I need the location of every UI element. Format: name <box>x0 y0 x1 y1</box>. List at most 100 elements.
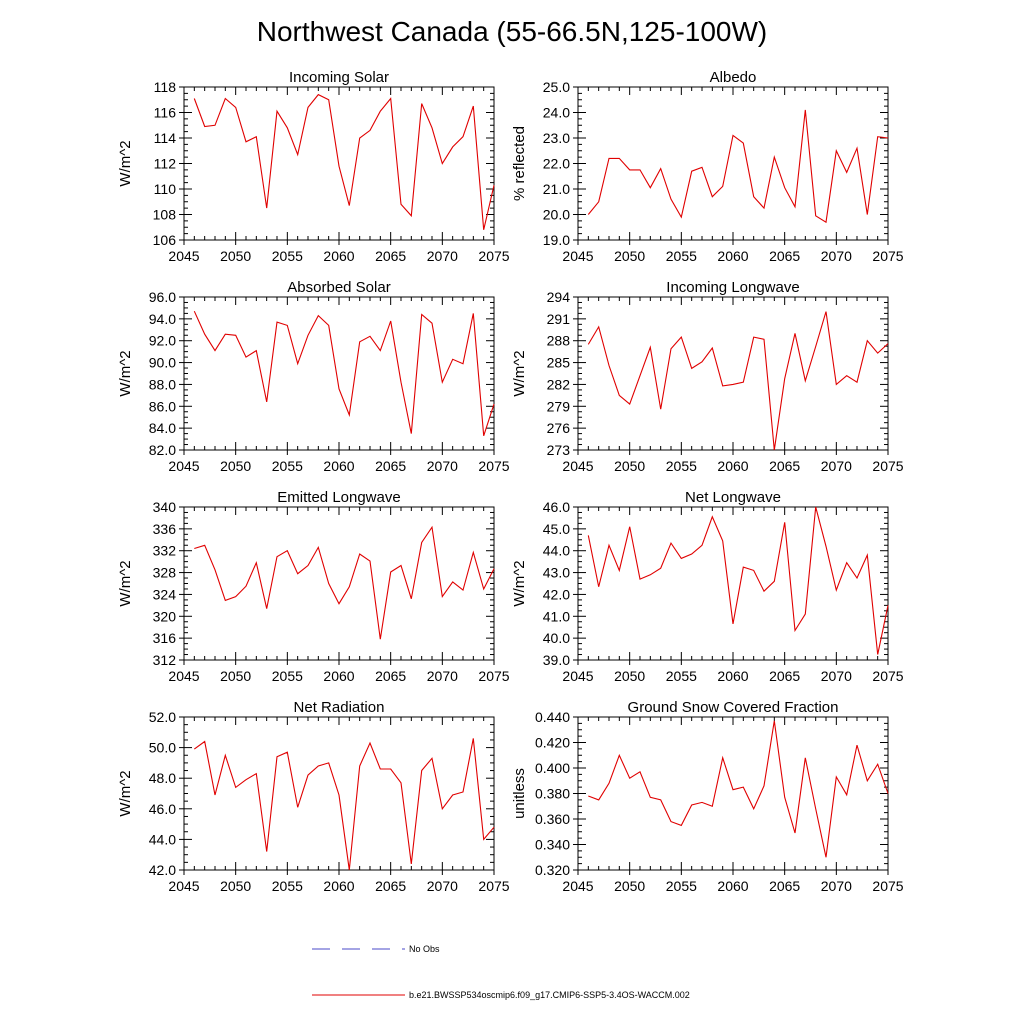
y-tick-label: 316 <box>153 630 177 646</box>
y-tick-label: 340 <box>153 499 177 515</box>
y-tick-label: 21.0 <box>543 181 570 197</box>
y-tick-label: 22.0 <box>543 156 570 172</box>
x-tick-label: 2065 <box>769 458 800 474</box>
y-tick-label: 288 <box>547 333 571 349</box>
y-tick-label: 46.0 <box>149 801 176 817</box>
x-tick-label: 2065 <box>375 458 406 474</box>
x-tick-label: 2060 <box>323 668 354 684</box>
y-tick-label: 0.420 <box>535 735 570 751</box>
x-tick-label: 2065 <box>375 878 406 894</box>
y-tick-label: 46.0 <box>543 499 570 515</box>
x-tick-label: 2075 <box>478 248 509 264</box>
x-tick-label: 2055 <box>666 248 697 264</box>
x-tick-label: 2045 <box>168 668 199 684</box>
y-axis-label: W/m^2 <box>117 140 134 186</box>
panel-title: Emitted Longwave <box>277 489 400 506</box>
y-axis-label: W/m^2 <box>511 350 528 396</box>
panel-1: Albedo % reflected 2045 2050 2055 2060 2065 207… <box>511 69 904 264</box>
legend-model-label: b.e21.BWSSP534oscmip6.f09_g17.CMIP6-SSP5… <box>409 990 690 1000</box>
plot-frame <box>577 296 889 451</box>
x-tick-label: 2075 <box>478 878 509 894</box>
panel-title: Incoming Solar <box>289 69 389 86</box>
y-axis-label: W/m^2 <box>117 350 134 396</box>
x-tick-label: 2045 <box>562 458 593 474</box>
y-tick-label: 108 <box>153 207 177 223</box>
y-tick-label: 320 <box>153 608 177 624</box>
panel-title: Net Longwave <box>685 489 781 506</box>
y-tick-label: 282 <box>547 376 571 392</box>
y-tick-label: 19.0 <box>543 232 570 248</box>
x-tick-label: 2065 <box>769 878 800 894</box>
x-tick-label: 2050 <box>614 458 645 474</box>
y-tick-label: 92.0 <box>149 333 176 349</box>
series-line <box>193 310 495 436</box>
y-tick-label: 291 <box>547 311 571 327</box>
x-tick-label: 2045 <box>562 248 593 264</box>
y-tick-label: 90.0 <box>149 355 176 371</box>
y-tick-label: 23.0 <box>543 130 570 146</box>
y-tick-label: 42.0 <box>149 862 176 878</box>
y-tick-label: 82.0 <box>149 442 176 458</box>
x-tick-label: 2045 <box>562 668 593 684</box>
y-tick-label: 24.0 <box>543 105 570 121</box>
x-tick-label: 2055 <box>272 878 303 894</box>
plot-frame <box>577 716 889 871</box>
y-tick-label: 41.0 <box>543 608 570 624</box>
x-tick-label: 2070 <box>821 458 852 474</box>
panel-title: Ground Snow Covered Fraction <box>628 699 839 716</box>
figure-title: Northwest Canada (55-66.5N,125-100W) <box>257 16 767 47</box>
y-tick-label: 118 <box>154 79 177 95</box>
x-tick-label: 2065 <box>375 668 406 684</box>
y-tick-label: 285 <box>547 355 571 371</box>
y-tick-label: 96.0 <box>149 289 176 305</box>
y-axis-label: W/m^2 <box>117 770 134 816</box>
y-tick-label: 279 <box>547 398 571 414</box>
series-line <box>587 311 889 451</box>
x-tick-label: 2070 <box>821 878 852 894</box>
x-tick-label: 2055 <box>272 458 303 474</box>
y-tick-label: 0.360 <box>535 811 570 827</box>
y-tick-label: 324 <box>153 586 177 602</box>
x-tick-label: 2045 <box>168 458 199 474</box>
x-tick-label: 2065 <box>769 248 800 264</box>
y-tick-label: 44.0 <box>543 543 570 559</box>
panel-0: Incoming Solar W/m^2 2045 2050 2055 2060 2065 2… <box>117 69 510 264</box>
y-tick-label: 43.0 <box>543 565 570 581</box>
y-tick-label: 50.0 <box>149 740 176 756</box>
series-line <box>193 93 495 230</box>
y-axis-label: W/m^2 <box>117 560 134 606</box>
y-tick-label: 25.0 <box>543 79 570 95</box>
y-tick-label: 40.0 <box>543 630 570 646</box>
panel-title: Incoming Longwave <box>666 279 799 296</box>
panel-2: Absorbed Solar W/m^2 2045 2050 2055 2060 2065 2… <box>117 279 510 474</box>
panels: Incoming Solar W/m^2 2045 2050 2055 2060 2065 2… <box>117 69 904 894</box>
x-tick-label: 2075 <box>872 248 903 264</box>
panel-title: Absorbed Solar <box>287 279 390 296</box>
x-tick-label: 2060 <box>717 878 748 894</box>
legend-obs-label: No Obs <box>409 944 440 954</box>
y-tick-label: 332 <box>153 543 177 559</box>
x-tick-label: 2050 <box>220 878 251 894</box>
y-tick-label: 114 <box>154 130 177 146</box>
x-tick-label: 2075 <box>872 668 903 684</box>
series-line <box>588 720 889 858</box>
y-tick-label: 294 <box>547 289 571 305</box>
panel-title: Albedo <box>710 69 757 86</box>
panel-title: Net Radiation <box>294 699 385 716</box>
x-tick-label: 2070 <box>821 248 852 264</box>
y-axis-label: W/m^2 <box>511 560 528 606</box>
panel-5: Net Longwave W/m^2 2045 2050 2055 2060 2065 207… <box>511 489 904 684</box>
y-tick-label: 0.320 <box>535 862 570 878</box>
x-tick-label: 2055 <box>666 458 697 474</box>
plot-frame <box>183 506 495 661</box>
y-tick-label: 45.0 <box>543 521 570 537</box>
x-tick-label: 2075 <box>872 458 903 474</box>
x-tick-label: 2065 <box>769 668 800 684</box>
x-tick-label: 2075 <box>478 668 509 684</box>
x-tick-label: 2060 <box>717 458 748 474</box>
panel-7: Ground Snow Covered Fraction unitless 2045… <box>511 699 904 894</box>
y-tick-label: 94.0 <box>149 311 176 327</box>
x-tick-label: 2055 <box>272 248 303 264</box>
panel-3: Incoming Longwave W/m^2 2045 2050 2055 2060 20… <box>511 279 904 474</box>
y-tick-label: 273 <box>547 442 571 458</box>
